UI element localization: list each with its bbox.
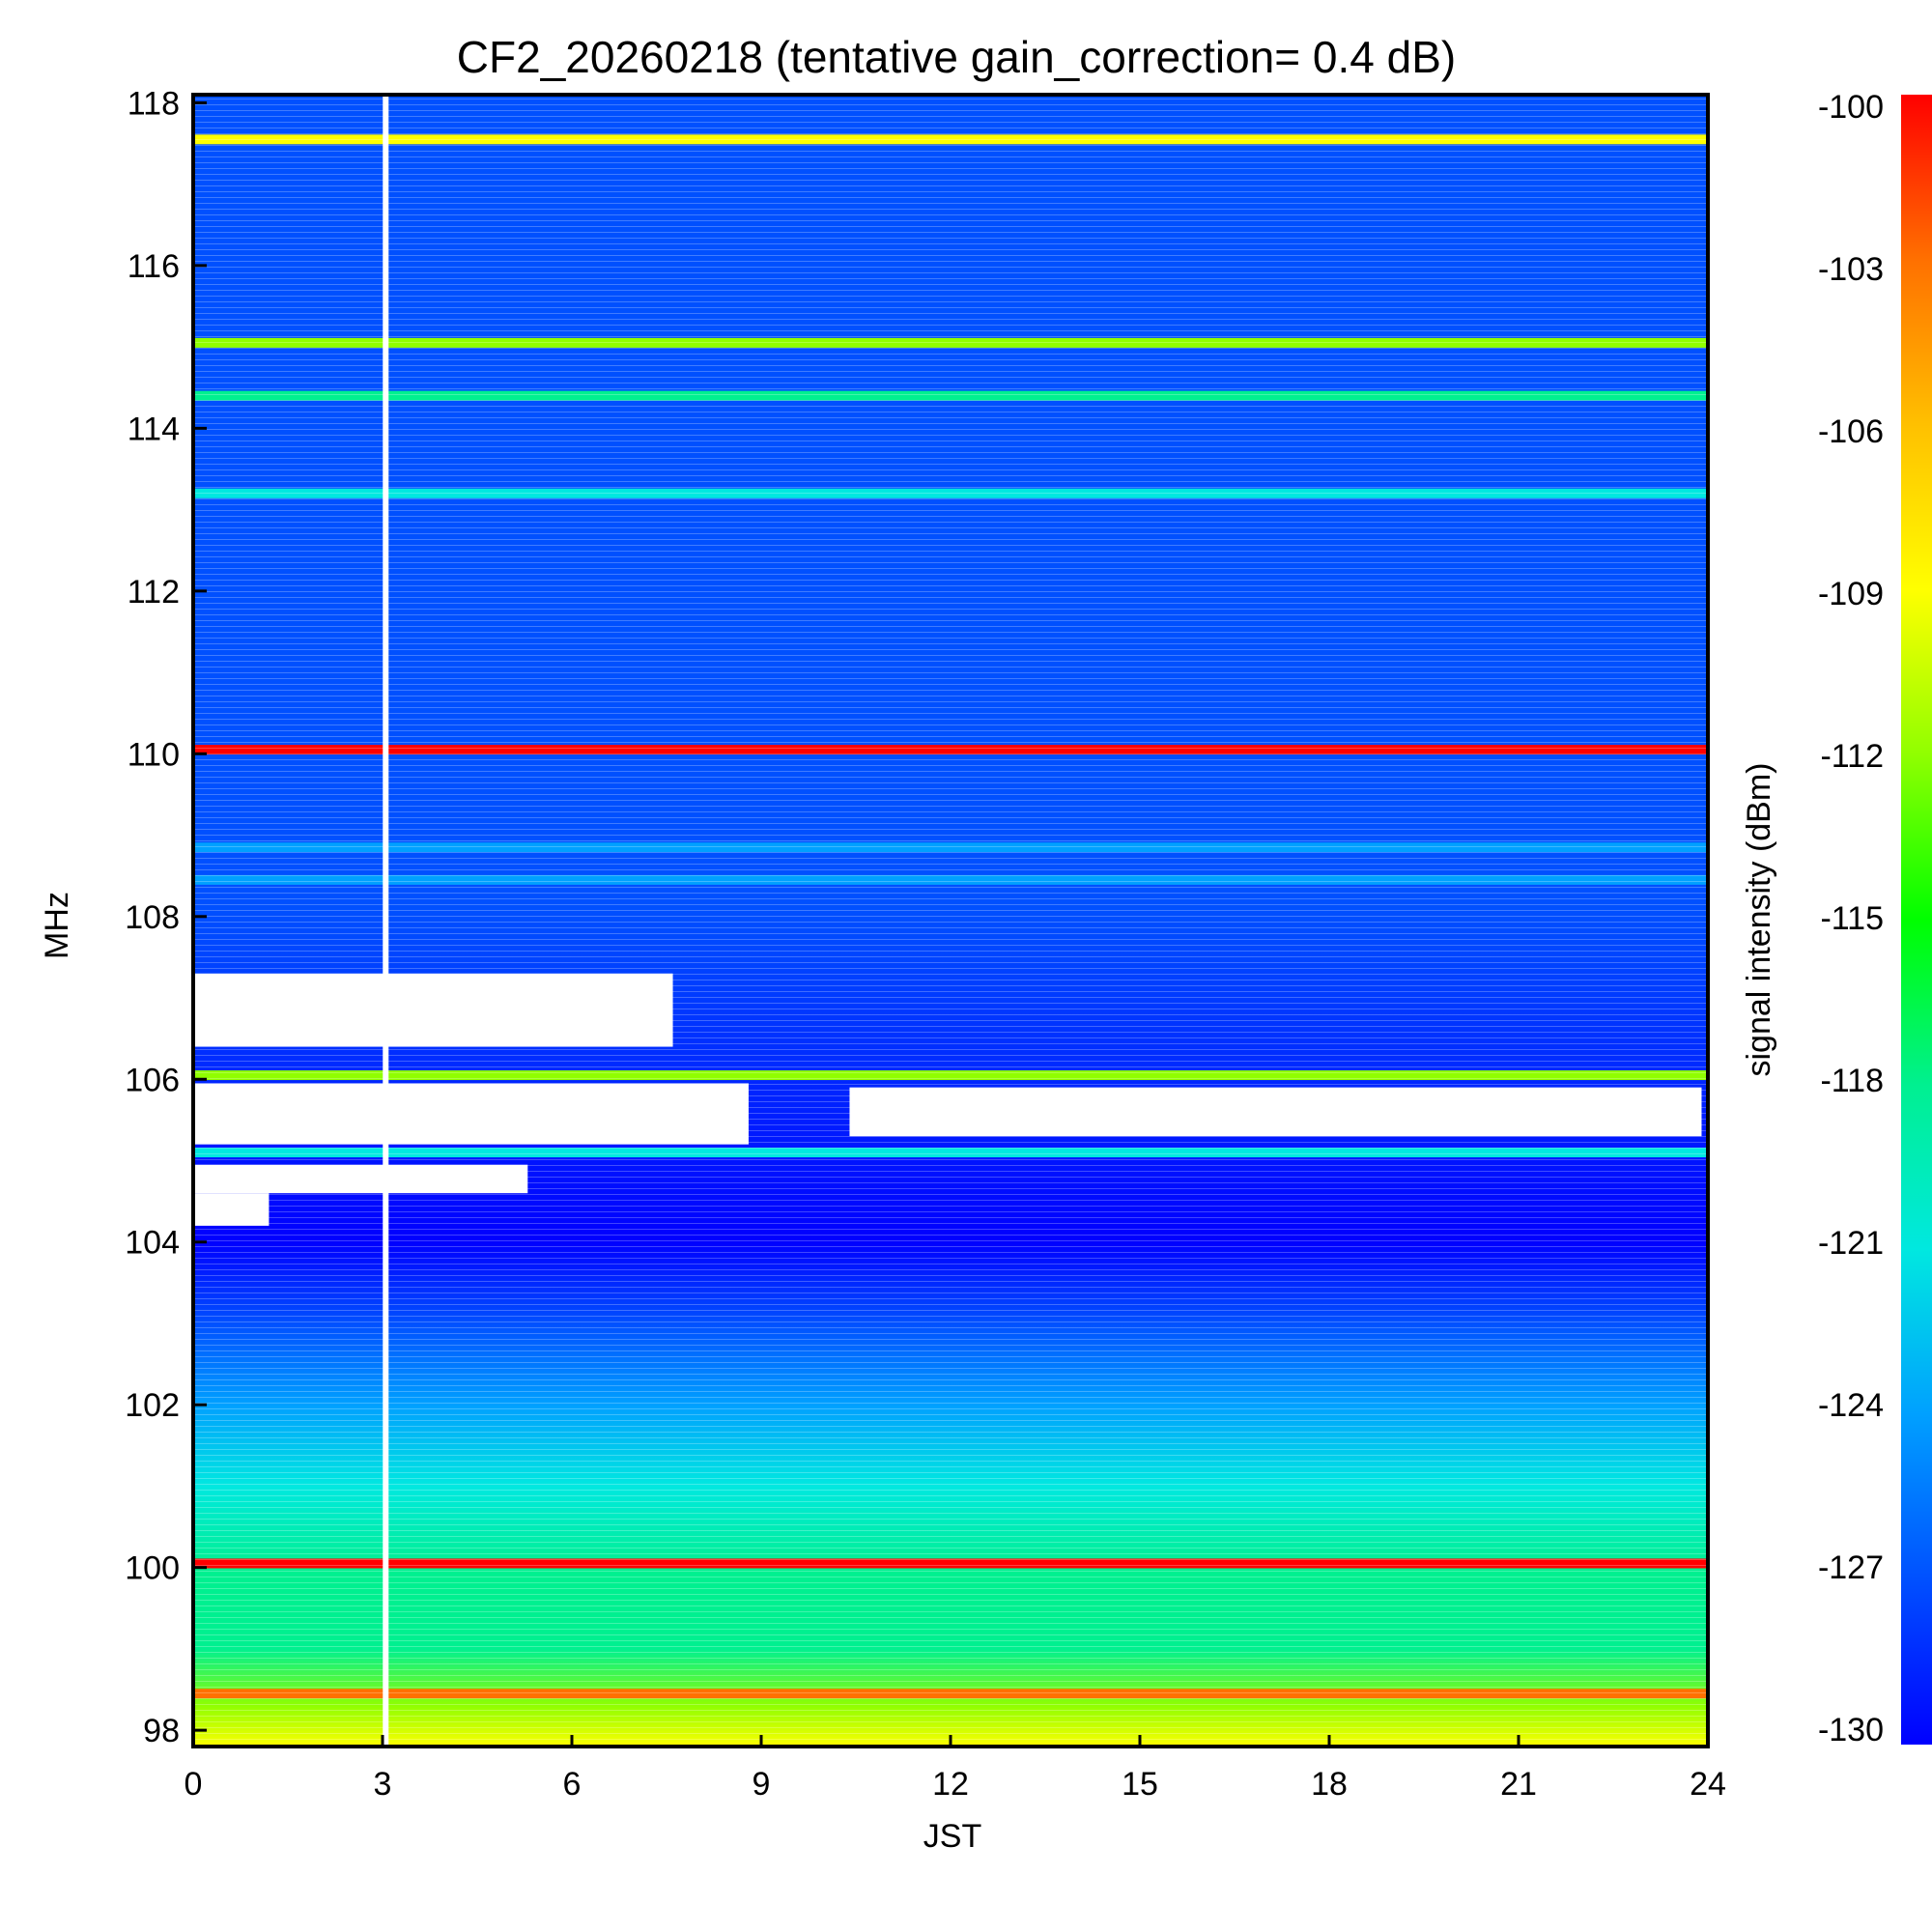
heatmap-texture [193,95,1708,1747]
chart-title: CF2_20260218 (tentative gain_correction=… [457,32,1456,82]
colorbar-tick-label-1: -103 [1818,251,1884,288]
y-tick-label-10: 118 [128,85,180,122]
x-tick-label-1: 3 [374,1766,392,1803]
x-tick-label-7: 21 [1500,1766,1537,1803]
y-axis-ticks: 98 100 102 104 106 108 110 112 114 116 118 [125,85,207,1749]
no-data-region-2 [193,1164,528,1194]
y-tick-label-5: 108 [125,899,180,936]
y-tick-label-1: 100 [125,1550,180,1587]
colorbar-ticks: -100 -103 -106 -109 -112 -115 -118 -121 -124 -127… [1818,89,1884,1748]
x-tick-label-0: 0 [185,1766,203,1803]
x-tick-label-8: 24 [1690,1766,1726,1803]
y-axis-label: MHz [39,892,75,959]
y-tick-label-7: 112 [128,574,180,611]
x-axis-ticks: 0 3 6 9 12 15 18 21 24 [185,1735,1726,1803]
colorbar-tick-label-2: -106 [1818,413,1884,450]
colorbar-tick-label-7: -121 [1818,1225,1884,1262]
y-tick-label-0: 98 [143,1713,180,1749]
colorbar-tick-label-3: -109 [1818,576,1884,612]
colorbar-tick-label-0: -100 [1818,89,1884,126]
colorbar-tick-label-4: -112 [1820,738,1884,775]
no-data-regions [193,973,1702,1226]
x-axis-label: JST [923,1818,981,1855]
colorbar-label: signal intensity (dBm) [1741,762,1777,1076]
colorbar: -100 -103 -106 -109 -112 -115 -118 -121 -124 -127… [1741,89,1932,1748]
colorbar-tick-label-9: -127 [1818,1549,1884,1586]
no-data-region-0 [193,973,673,1047]
no-data-region-4 [193,1193,270,1226]
y-tick-label-6: 110 [128,736,180,773]
colorbar-tick-label-10: -130 [1818,1712,1884,1748]
plot-area [191,93,1710,1748]
x-tick-label-2: 6 [563,1766,582,1803]
y-tick-label-2: 102 [125,1387,180,1424]
y-tick-label-8: 114 [128,411,180,447]
x-tick-label-4: 12 [932,1766,969,1803]
colorbar-tick-label-5: -115 [1820,900,1884,937]
colorbar-tick-label-8: -124 [1818,1387,1884,1424]
y-tick-label-4: 106 [125,1062,180,1098]
x-tick-label-3: 9 [753,1766,771,1803]
no-data-region-1 [193,1083,749,1145]
x-tick-label-5: 15 [1122,1766,1158,1803]
colorbar-scale [1901,95,1932,1745]
x-tick-label-6: 18 [1311,1766,1348,1803]
colorbar-tick-label-6: -118 [1820,1063,1884,1099]
no-data-region-3 [849,1087,1702,1137]
y-tick-label-9: 116 [128,248,180,285]
y-tick-label-3: 104 [125,1225,180,1262]
data-gap-line [383,95,389,1747]
